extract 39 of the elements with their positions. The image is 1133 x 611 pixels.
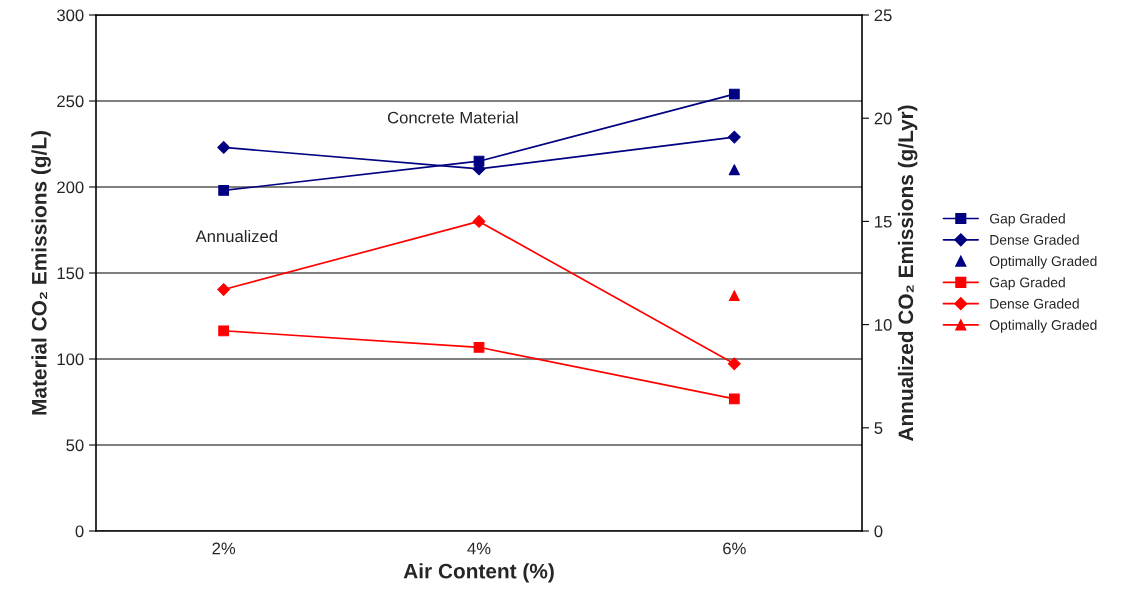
point (472, 214, 486, 228)
y2-tick-label: 15 (875, 215, 892, 228)
legend-label: Dense Graded (990, 234, 1079, 245)
y2-tick-label: 5 (874, 422, 883, 434)
point (218, 185, 230, 196)
y2-tick-label: 25 (874, 9, 892, 22)
point (727, 130, 741, 144)
legend-label: Optimally Graded (989, 255, 1097, 269)
point (473, 341, 485, 353)
y-tick-label: 100 (57, 353, 84, 366)
y2-tick-label: 0 (874, 525, 883, 538)
point (728, 164, 740, 176)
legend-label: Gap Graded (989, 277, 1065, 291)
legend-label: Dense Graded (990, 298, 1079, 309)
point (728, 88, 740, 100)
y-tick-label: 300 (57, 9, 84, 22)
x-tick-label: 6% (723, 542, 746, 555)
y-axis-title: Material CO₂ Emissions (g/L) (31, 131, 51, 415)
y-tick-label: 200 (57, 181, 84, 194)
y-tick-label: 50 (66, 439, 84, 452)
x-tick-label: 2% (212, 542, 236, 555)
point (728, 393, 740, 405)
y2-axis-title: Annualized CO₂ Emissions (g/Lyr) (897, 105, 918, 442)
y-tick-label: 0 (75, 525, 84, 538)
y2-tick-label: 10 (875, 319, 892, 331)
point (218, 325, 230, 337)
annotation: Concrete Material (387, 111, 518, 124)
y2-tick-label: 20 (874, 112, 892, 125)
point (727, 357, 741, 371)
x-axis-title: Air Content (%) (403, 563, 554, 583)
point (217, 141, 231, 154)
annotation: Annualized (195, 229, 277, 243)
point (728, 290, 740, 302)
legend-label: Optimally Graded (989, 319, 1097, 333)
point (217, 283, 231, 296)
y-tick-label: 250 (57, 95, 84, 108)
x-tick-label: 4% (467, 542, 491, 555)
y-tick-label: 150 (57, 267, 84, 280)
legend-label: Gap Graded (989, 213, 1065, 227)
